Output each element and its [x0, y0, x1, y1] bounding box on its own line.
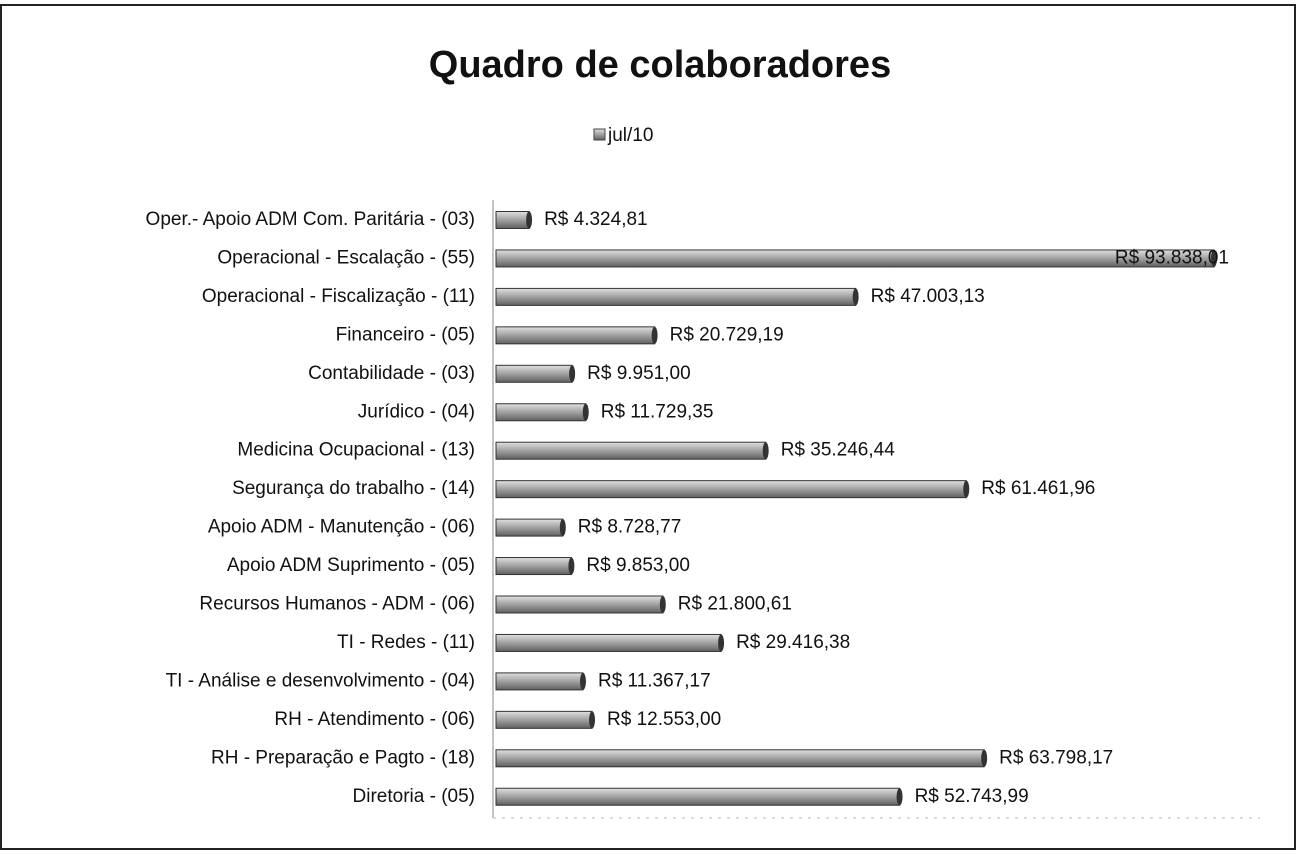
bar: [495, 633, 722, 652]
bar-cap: [569, 365, 576, 383]
data-label: R$ 11.729,35: [601, 401, 714, 422]
legend-swatch: [593, 128, 606, 141]
y-tick-label: Oper.- Apoio ADM Com. Paritária - (03): [146, 209, 475, 230]
bar-cap: [568, 557, 575, 575]
y-tick-label: Apoio ADM Suprimento - (05): [227, 555, 475, 576]
bar: [495, 480, 967, 499]
data-label: R$ 63.798,17: [999, 747, 1113, 768]
bar: [495, 672, 584, 691]
y-tick-label: Financeiro - (05): [336, 324, 475, 345]
bar: [495, 249, 1215, 268]
bar-cap: [559, 519, 566, 537]
data-label: R$ 11.367,17: [598, 670, 711, 691]
bar: [495, 518, 564, 537]
data-label: R$ 61.461,96: [981, 478, 1095, 499]
bar: [495, 211, 530, 229]
y-tick-label: Medicina Ocupacional - (13): [237, 440, 475, 461]
data-label: R$ 21.800,61: [678, 594, 792, 615]
bar-cap: [852, 288, 859, 306]
bar-cap: [762, 442, 769, 460]
chart-title: Quadro de colaboradores: [429, 44, 891, 86]
y-tick-label: TI - Redes - (11): [337, 632, 475, 653]
bar-cap: [526, 211, 533, 229]
data-label: R$ 35.246,44: [781, 440, 896, 461]
data-label: R$ 29.416,38: [736, 632, 850, 653]
data-label: R$ 47.003,13: [871, 286, 985, 307]
bar: [495, 595, 664, 614]
bar: [495, 749, 985, 768]
bar-cap: [963, 480, 970, 498]
y-tick-label: Segurança do trabalho - (14): [232, 478, 475, 499]
bar: [495, 441, 767, 460]
y-tick-label: Contabilidade - (03): [308, 363, 475, 384]
bar-cap: [718, 634, 725, 652]
data-label: R$ 20.729,19: [670, 324, 784, 345]
bar: [495, 557, 572, 576]
bar: [495, 710, 593, 729]
y-tick-label: RH - Preparação e Pagto - (18): [211, 747, 475, 768]
bar: [495, 326, 656, 345]
data-label: R$ 9.951,00: [587, 363, 691, 384]
data-label: R$ 52.743,99: [915, 786, 1029, 807]
y-tick-label: Recursos Humanos - ADM - (06): [199, 594, 475, 615]
bar-cap: [981, 749, 988, 767]
bar-cap: [579, 672, 586, 690]
bar-cap: [659, 596, 666, 613]
y-tick-label: Apoio ADM - Manutenção - (06): [208, 517, 475, 538]
legend-label: jul/10: [607, 125, 653, 146]
data-label: R$ 9.853,00: [586, 555, 690, 576]
bar-cap: [582, 403, 589, 421]
y-tick-label: RH - Atendimento - (06): [274, 709, 475, 730]
bar: [495, 403, 587, 422]
data-label: R$ 93.838,01: [1115, 247, 1229, 268]
bar-cap: [589, 711, 596, 729]
frame: [0, 4, 1296, 850]
data-label: R$ 4.324,81: [544, 209, 648, 230]
bar: [495, 287, 857, 306]
y-tick-label: Operacional - Escalação - (55): [217, 247, 475, 268]
bar: [495, 787, 901, 806]
y-tick-label: TI - Análise e desenvolvimento - (04): [166, 670, 475, 691]
data-label: R$ 8.728,77: [578, 517, 682, 538]
bar: [495, 364, 573, 383]
y-tick-label: Jurídico - (04): [358, 401, 475, 422]
y-tick-label: Operacional - Fiscalização - (11): [202, 286, 475, 307]
bar-cap: [896, 788, 903, 806]
bar-cap: [1211, 249, 1217, 267]
data-label: R$ 12.553,00: [607, 709, 721, 730]
y-tick-label: Diretoria - (05): [353, 786, 475, 807]
bar-cap: [651, 326, 658, 344]
